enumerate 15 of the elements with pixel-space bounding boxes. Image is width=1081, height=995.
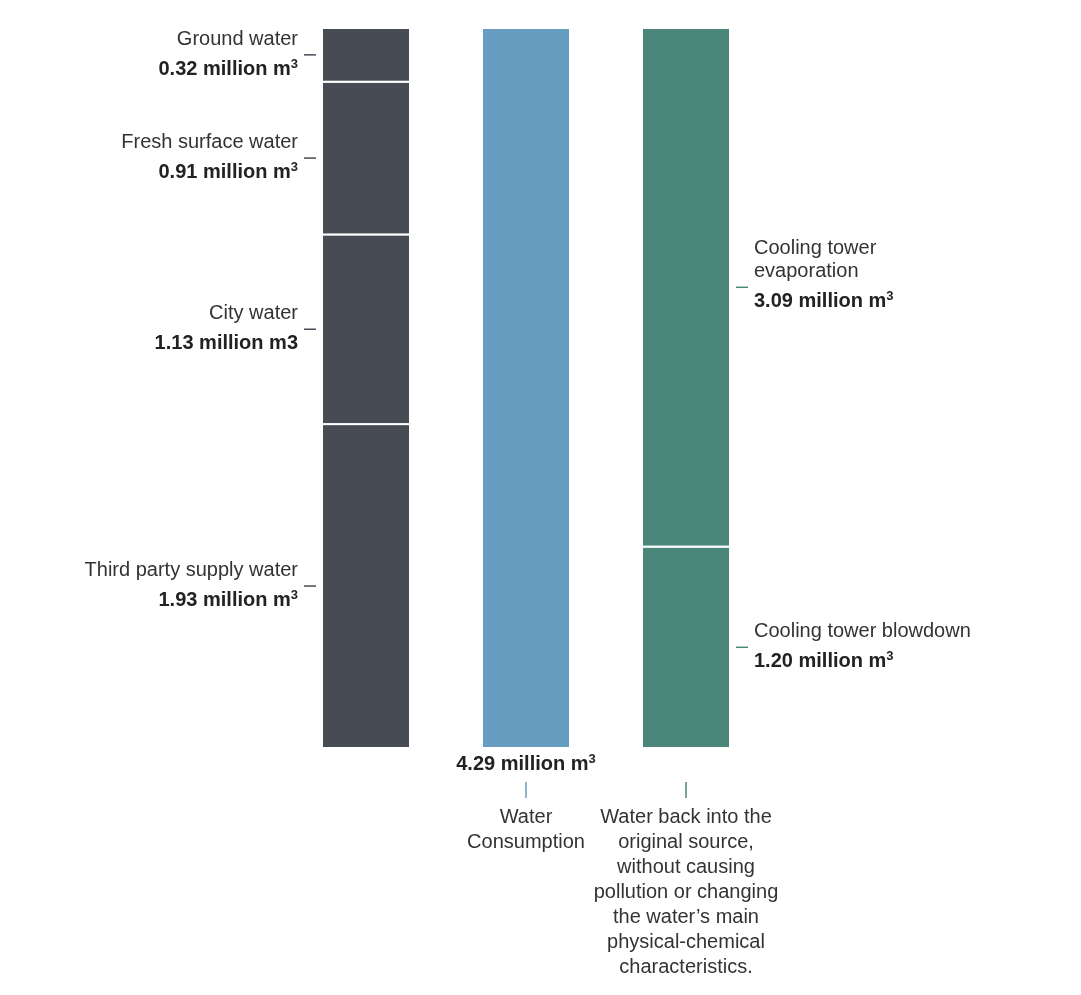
data-label: 0.32 million m$^{3}$ (158, 55, 298, 79)
data-label: 4.29 million m$^{3}$ (456, 750, 596, 774)
series-label: Third party supply water (84, 558, 299, 581)
data-label: 1.20 million m$^{3}$ (754, 647, 894, 672)
series-label: Fresh surface water (121, 130, 299, 153)
series-label: City water (209, 301, 299, 324)
series-label: Cooling tower blowdown (754, 619, 971, 642)
data-label: 1.13 million m3 (154, 331, 298, 354)
data-label: 3.09 million m$^{3}$ (754, 287, 894, 312)
series-label: Ground water (176, 26, 299, 49)
x-tick-label: Water Consumption (467, 805, 585, 852)
x-tick-label: Water back into the original source, without causing pollution or changing the water’s main physical-chemical characteristics. (593, 805, 779, 977)
series-label: Cooling tower evaporation (754, 236, 877, 282)
data-label: 1.93 million m$^{3}$ (158, 586, 298, 611)
data-label: 0.91 million m$^{3}$ (158, 158, 298, 183)
